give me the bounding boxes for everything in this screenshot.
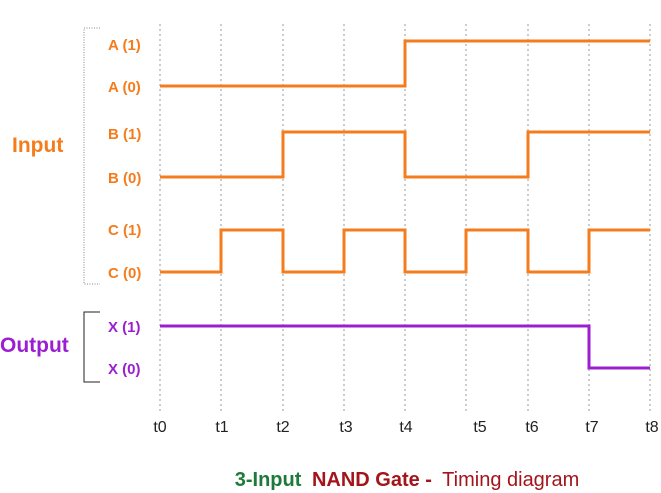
time-label-t6: t6 <box>525 419 538 436</box>
time-label-t3: t3 <box>339 419 352 436</box>
caption-part-1: 3-Input <box>235 469 302 491</box>
input-group-label: Input <box>12 134 63 157</box>
caption-part-2: NAND Gate - <box>312 469 432 491</box>
output-group-label: Output <box>0 334 69 357</box>
signal-x-low-label: X (0) <box>108 361 141 378</box>
time-label-t8: t8 <box>645 419 658 436</box>
time-label-t5: t5 <box>473 419 486 436</box>
signal-c-waveform <box>160 228 650 274</box>
signal-b-waveform <box>160 130 650 179</box>
signal-a-low-label: A (0) <box>108 79 141 96</box>
signal-c-low-label: C (0) <box>108 265 141 282</box>
signal-x-high-label: X (1) <box>108 319 141 336</box>
input-bracket <box>83 27 100 285</box>
signal-b-low-label: B (0) <box>108 170 141 187</box>
time-label-t2: t2 <box>276 419 289 436</box>
caption-part-3: Timing diagram <box>442 469 579 491</box>
time-axis-labels: t0 t1 t2 t3 t4 t5 t6 t7 t8 <box>153 419 658 436</box>
signal-x-waveform <box>160 324 650 370</box>
output-bracket <box>83 311 100 383</box>
signal-c-high-label: C (1) <box>108 222 141 239</box>
diagram-caption: 3-Input NAND Gate - Timing diagram <box>235 469 580 491</box>
signal-a-high-label: A (1) <box>108 37 141 54</box>
time-label-t0: t0 <box>153 419 166 436</box>
time-label-t4: t4 <box>399 419 412 436</box>
time-label-t1: t1 <box>215 419 228 436</box>
time-label-t7: t7 <box>585 419 598 436</box>
signal-a-waveform <box>160 39 650 88</box>
signal-b-high-label: B (1) <box>108 126 141 143</box>
